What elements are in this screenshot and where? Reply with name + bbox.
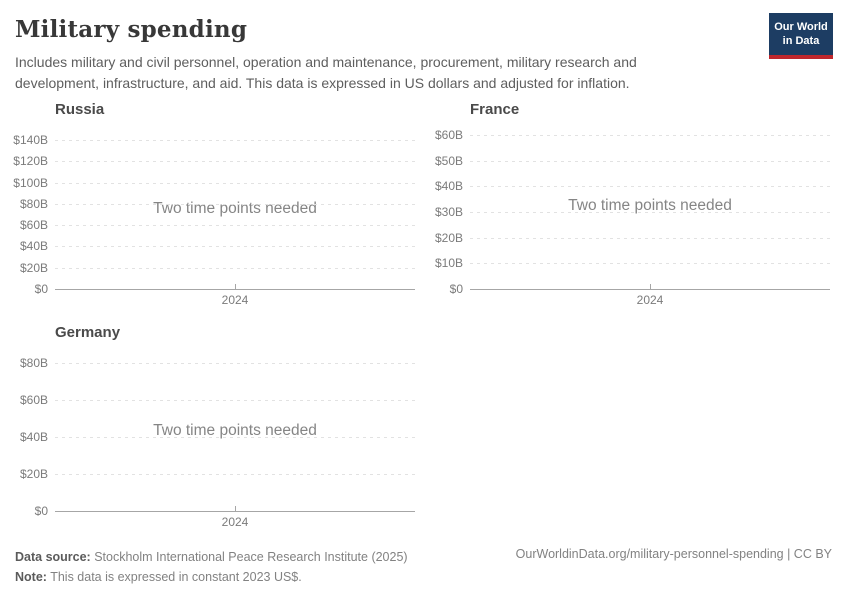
owid-logo-line2: in Data	[782, 35, 820, 48]
attribution-link[interactable]: OurWorldinData.org/military-personnel-sp…	[515, 547, 832, 561]
x-axis-line	[470, 289, 830, 290]
x-tick-mark	[235, 506, 236, 511]
page-subtitle: Includes military and civil personnel, o…	[15, 54, 637, 91]
y-tick-label: $40B	[434, 179, 463, 194]
y-tick-label: $0	[449, 282, 463, 296]
chart-placeholder: Two time points needed	[153, 422, 317, 440]
gridline	[470, 237, 830, 239]
gridline	[470, 160, 830, 162]
note-line: Note: This data is expressed in constant…	[15, 567, 832, 587]
y-tick-label: $50B	[434, 153, 463, 168]
plot-area: Two time points needed $60B $50B $40B $30B $…	[435, 129, 830, 307]
y-tick-label: $120B	[13, 154, 48, 169]
gridline	[55, 474, 415, 475]
gridline	[55, 437, 415, 438]
data-source-text: Stockholm International Peace Research I…	[90, 550, 408, 564]
y-tick-label: $20B	[19, 260, 48, 275]
gridline	[55, 161, 415, 163]
y-tick-label: $80B	[19, 356, 48, 370]
owid-logo-line1: Our World	[774, 21, 828, 33]
gridline	[55, 203, 415, 205]
gridline	[55, 246, 415, 248]
y-tick-label: $0	[34, 504, 48, 518]
header: Military spending Includes military and …	[15, 13, 835, 93]
gridline	[55, 267, 415, 269]
y-tick-label: $30B	[434, 205, 463, 219]
x-tick-mark	[235, 284, 236, 289]
chart-russia: Russia Two time points needed $140B $120B…	[13, 101, 417, 317]
y-tick-label: $0	[34, 282, 48, 296]
x-tick-label: 2024	[636, 293, 664, 307]
y-tick-label: $40B	[19, 239, 48, 254]
plot-area: Two time points needed $140B $120B $100B $8…	[13, 134, 415, 307]
page-title: Military spending	[15, 16, 248, 43]
x-axis-line	[55, 289, 415, 290]
gridline	[55, 140, 415, 141]
x-tick-mark	[650, 284, 651, 289]
y-tick-label: $20B	[434, 230, 463, 245]
owid-logo[interactable]: Our World in Data	[769, 13, 833, 59]
chart-title: Russia	[55, 101, 105, 118]
gridline	[470, 263, 830, 265]
chart-germany: Germany Two time points needed $80B $60B $…	[15, 324, 417, 540]
note-text: This data is expressed in constant 2023 …	[46, 570, 302, 584]
gridline	[470, 186, 830, 188]
y-tick-label: $60B	[434, 128, 463, 142]
chart-placeholder: Two time points needed	[153, 199, 317, 217]
gridline	[470, 212, 830, 213]
gridline	[55, 182, 415, 184]
chart-placeholder: Two time points needed	[568, 196, 732, 214]
note-label: Note:	[15, 570, 47, 584]
chart-title: Germany	[55, 324, 121, 341]
plot-area: Two time points needed $80B $60B $40B $20B $…	[20, 357, 415, 529]
gridline	[55, 363, 415, 364]
footer: Data source: Stockholm International Pea…	[15, 547, 832, 587]
y-tick-label: $140B	[13, 133, 48, 147]
chart-title: France	[470, 101, 520, 118]
y-tick-label: $100B	[13, 175, 48, 190]
y-tick-label: $20B	[19, 467, 48, 481]
x-tick-label: 2024	[221, 515, 249, 529]
data-source-line: Data source: Stockholm International Pea…	[15, 547, 832, 567]
gridline	[55, 400, 415, 401]
y-tick-label: $60B	[19, 218, 48, 233]
gridline	[470, 135, 830, 136]
y-tick-label: $60B	[19, 393, 48, 407]
x-tick-label: 2024	[221, 293, 249, 307]
y-tick-label: $80B	[19, 196, 48, 211]
y-tick-label: $10B	[434, 256, 463, 271]
x-axis-line	[55, 511, 415, 512]
chart-france: France Two time points needed $60B $50B $4…	[432, 101, 832, 317]
y-tick-label: $40B	[19, 430, 48, 444]
data-source-label: Data source:	[15, 550, 91, 564]
gridline	[55, 225, 415, 227]
